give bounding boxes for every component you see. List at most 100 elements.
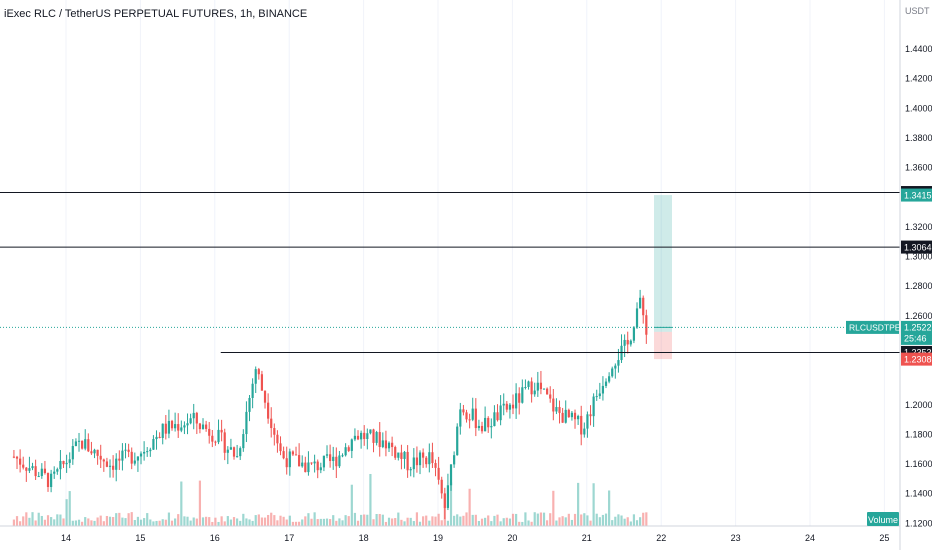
- candle: [332, 446, 335, 470]
- candle: [632, 326, 636, 344]
- candle: [378, 422, 381, 457]
- volume-bar: [589, 520, 592, 526]
- candle: [170, 419, 174, 431]
- volume-layer: [12, 473, 648, 526]
- volume-badge[interactable]: Volume: [867, 512, 899, 526]
- price-axis[interactable]: USDT 1.4400 1.4200 1.4000 1.3800 1.3600 1.3200…: [905, 6, 932, 528]
- volume-bar: [242, 513, 245, 526]
- volume-bar: [298, 521, 301, 526]
- volume-bar: [112, 517, 115, 526]
- volume-bar: [360, 514, 363, 526]
- candle: [74, 438, 78, 447]
- volume-bar: [257, 514, 260, 526]
- price-badge: 1.3415: [901, 188, 932, 202]
- volume-bar: [406, 517, 409, 526]
- price-tick-label: 1.1800: [905, 429, 932, 439]
- candle: [598, 382, 601, 399]
- volume-bar: [93, 520, 96, 526]
- candle: [65, 454, 68, 473]
- candle: [418, 450, 422, 475]
- candle: [406, 445, 409, 478]
- time-tick-label: 25: [879, 533, 889, 543]
- position-profit-zone[interactable]: [654, 195, 672, 332]
- volume-bar: [502, 518, 505, 526]
- position-loss-zone[interactable]: [654, 331, 672, 360]
- candle: [46, 472, 50, 492]
- volume-bar: [546, 520, 549, 526]
- time-tick-label: 16: [210, 533, 220, 543]
- candle: [307, 451, 310, 476]
- candle: [298, 443, 301, 467]
- price-tick-label: 1.1600: [905, 459, 932, 469]
- volume-bar: [304, 516, 307, 526]
- candle: [496, 404, 499, 422]
- volume-bar: [604, 513, 608, 526]
- time-axis[interactable]: 14 15 16 17 18 19 20 21 22 23 24 25: [61, 533, 889, 543]
- candle: [223, 428, 226, 461]
- volume-bar: [440, 520, 443, 526]
- volume-bar: [214, 517, 217, 526]
- volume-bar: [391, 518, 394, 526]
- volume-bar: [254, 515, 257, 526]
- volume-bar: [598, 517, 601, 526]
- candle: [319, 462, 322, 474]
- volume-bar: [198, 480, 202, 526]
- volume-bar: [205, 516, 208, 526]
- volume-bar: [310, 518, 313, 526]
- candle: [623, 334, 626, 358]
- volume-bar: [536, 513, 539, 526]
- candle: [431, 442, 434, 468]
- time-tick-label: 19: [433, 533, 443, 543]
- candle: [245, 401, 248, 443]
- time-tick-label: 17: [284, 533, 294, 543]
- candle: [257, 367, 260, 380]
- volume-bar: [484, 517, 487, 526]
- volume-bar: [449, 482, 453, 526]
- candle: [229, 438, 233, 450]
- volume-bar: [263, 517, 267, 526]
- volume-bar: [456, 514, 459, 526]
- volume-badge-label: Volume: [868, 515, 898, 525]
- volume-bar: [19, 521, 22, 526]
- volume-bar: [84, 517, 87, 526]
- volume-bar: [322, 518, 326, 526]
- candle: [521, 379, 524, 404]
- time-tick-label: 14: [61, 533, 71, 543]
- candle: [236, 444, 239, 458]
- volume-bar: [586, 515, 589, 526]
- position-tool[interactable]: [654, 195, 672, 360]
- volume-bar: [118, 512, 121, 526]
- volume-bar: [397, 512, 400, 526]
- horizontal-lines-layer[interactable]: [0, 192, 900, 353]
- volume-bar: [102, 521, 105, 526]
- candle: [270, 407, 273, 438]
- volume-bar: [236, 518, 239, 526]
- candle: [518, 387, 521, 415]
- volume-bar: [409, 517, 412, 526]
- volume-bar: [96, 517, 99, 526]
- volume-bar: [208, 517, 211, 526]
- candle: [121, 443, 124, 471]
- candle: [366, 428, 369, 450]
- candle: [536, 371, 539, 397]
- candle: [127, 443, 130, 458]
- volume-bar: [378, 513, 381, 526]
- candle: [564, 400, 567, 424]
- volume-bar: [434, 516, 437, 526]
- candle: [15, 455, 19, 470]
- candle: [499, 395, 502, 426]
- volume-bar: [369, 473, 372, 526]
- candle: [267, 393, 270, 424]
- candle: [490, 418, 493, 439]
- price-tick-label: 1.3600: [905, 163, 932, 173]
- volume-bar: [90, 520, 93, 526]
- candle: [34, 459, 37, 480]
- candle: [437, 456, 440, 485]
- volume-bar: [555, 520, 558, 526]
- candle: [642, 295, 645, 324]
- candle: [570, 411, 574, 421]
- candle: [493, 405, 496, 427]
- time-tick-label: 24: [805, 533, 815, 543]
